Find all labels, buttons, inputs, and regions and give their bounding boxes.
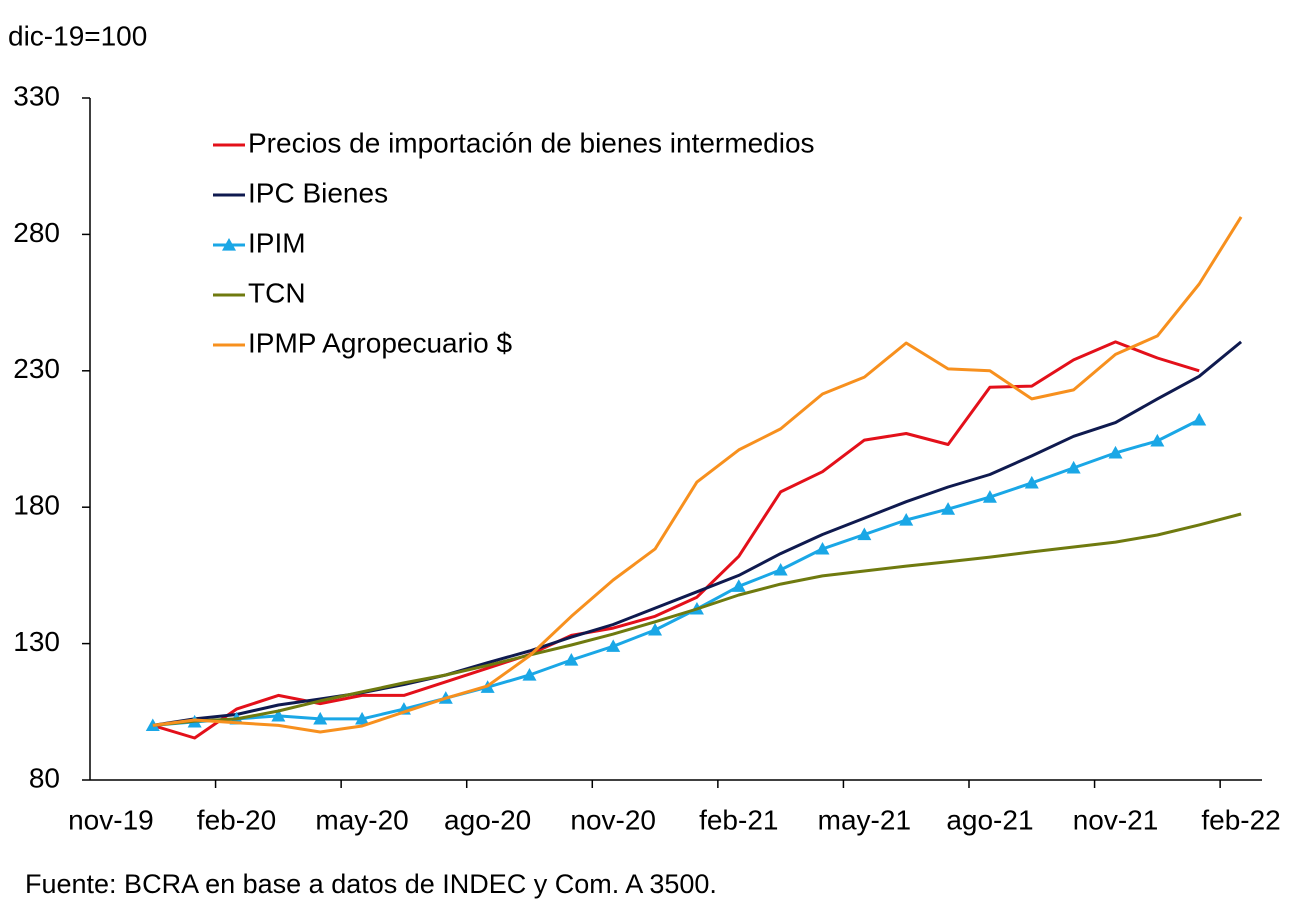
y-tick-label: 180 — [13, 490, 60, 521]
y-tick-label: 80 — [29, 762, 60, 793]
data-point — [355, 711, 370, 725]
y-axis-unit: dic-19=100 — [8, 20, 147, 51]
y-tick-label: 280 — [13, 217, 60, 248]
data-point — [606, 639, 621, 652]
data-point — [773, 562, 788, 576]
data-point — [1066, 460, 1081, 474]
legend-label: IPMP Agropecuario $ — [248, 327, 513, 358]
data-point — [1150, 433, 1165, 447]
x-tick-label: may-20 — [315, 804, 408, 835]
y-tick-label: 330 — [13, 80, 60, 111]
series-line — [152, 418, 1200, 727]
x-tick-label: nov-19 — [68, 804, 154, 835]
x-tick-label: may-21 — [818, 804, 911, 835]
data-point — [857, 527, 872, 541]
data-point — [271, 708, 286, 722]
legend-label: Precios de importación de bienes interme… — [248, 127, 815, 158]
data-point — [815, 541, 830, 555]
legend-marker — [222, 238, 236, 251]
data-point — [1108, 445, 1123, 459]
x-tick-label: feb-22 — [1201, 804, 1280, 835]
series-line — [152, 512, 1242, 727]
x-tick-label: feb-21 — [699, 804, 778, 835]
legend-label: IPIM — [248, 227, 306, 258]
data-point — [941, 502, 956, 515]
data-point — [899, 513, 914, 526]
y-tick-label: 230 — [13, 353, 60, 384]
data-point — [1024, 475, 1039, 489]
series-line — [152, 216, 1243, 734]
x-tick-label: nov-20 — [570, 804, 656, 835]
series-line — [152, 340, 1200, 740]
data-point — [522, 667, 537, 681]
source-note: Fuente: BCRA en base a datos de INDEC y … — [25, 869, 717, 899]
data-point — [1192, 412, 1207, 426]
data-point — [982, 490, 997, 503]
data-point — [564, 652, 579, 666]
legend-label: IPC Bienes — [248, 177, 388, 208]
data-point — [648, 622, 663, 636]
x-tick-label: feb-20 — [197, 804, 276, 835]
x-tick-label: ago-20 — [444, 804, 531, 835]
data-point — [313, 711, 328, 725]
x-tick-label: ago-21 — [946, 804, 1033, 835]
y-tick-label: 130 — [13, 626, 60, 657]
x-tick-label: nov-21 — [1073, 804, 1159, 835]
legend-label: TCN — [248, 277, 306, 308]
series-line — [152, 340, 1243, 727]
data-point — [731, 579, 746, 592]
